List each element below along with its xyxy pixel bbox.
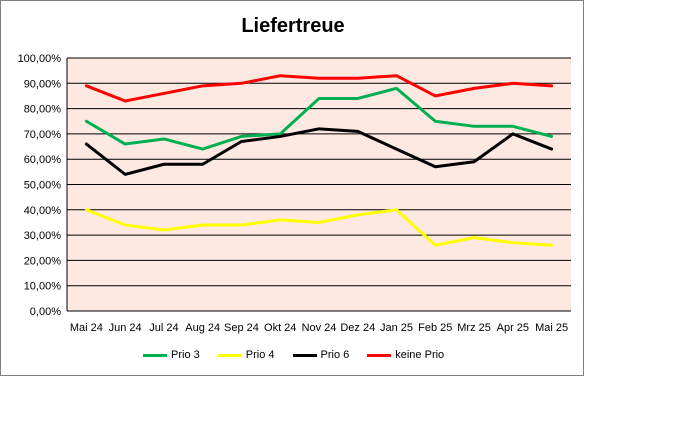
legend-swatch [143, 353, 167, 357]
legend-label: Prio 3 [171, 349, 200, 361]
legend-swatch [217, 353, 242, 357]
x-tick-label: Jul 24 [149, 322, 178, 334]
y-tick-label: 50,00% [24, 180, 62, 192]
chart-frame: Liefertreue 0,00% 10,00% 20,00% 30,00% 40,00… [0, 0, 584, 376]
x-tick-label: Jan 25 [380, 322, 413, 334]
x-tick-label: Nov 24 [302, 322, 337, 334]
legend-label: Prio 6 [320, 349, 350, 361]
x-tick-label: Sep 24 [224, 322, 259, 334]
x-tick-label: Jun 24 [109, 322, 142, 334]
y-tick-label: 30,00% [24, 230, 62, 242]
y-tick-label: 70,00% [24, 129, 62, 141]
y-tick-label: 60,00% [24, 154, 62, 166]
y-tick-label: 100,00% [18, 53, 62, 65]
legend-label: keine Prio [395, 349, 445, 361]
x-tick-label: Dez 24 [340, 322, 375, 334]
x-tick-label: Okt 24 [264, 322, 296, 334]
x-tick-label: Apr 25 [497, 322, 529, 334]
y-tick-label: 20,00% [24, 255, 62, 267]
line-chart: 0,00% 10,00% 20,00% 30,00% 40,00% 50,00% 60,00… [18, 53, 571, 334]
y-tick-label: 90,00% [24, 78, 62, 90]
legend-item: Prio 6 [292, 349, 350, 361]
x-tick-label: Feb 25 [418, 322, 452, 334]
x-tick-label: Mai 24 [70, 322, 103, 334]
legend-swatch [292, 353, 317, 357]
x-tick-label: Mai 25 [535, 322, 568, 334]
chart-title: Liefertreue [241, 15, 345, 37]
legend-item: Prio 3 [143, 349, 200, 361]
y-tick-label: 40,00% [24, 205, 62, 217]
y-tick-label: 0,00% [30, 306, 61, 318]
legend-item: keine Prio [367, 349, 444, 361]
legend-label: Prio 4 [245, 349, 275, 361]
legend-item: Prio 4 [217, 349, 275, 361]
y-tick-label: 80,00% [24, 104, 62, 116]
x-tick-label: Aug 24 [185, 322, 220, 334]
chart-legend: Prio 3 Prio 4 Prio 6 keine Prio [143, 349, 462, 361]
y-tick-label: 10,00% [24, 281, 62, 293]
x-tick-label: Mrz 25 [457, 322, 491, 334]
legend-swatch [367, 353, 392, 357]
